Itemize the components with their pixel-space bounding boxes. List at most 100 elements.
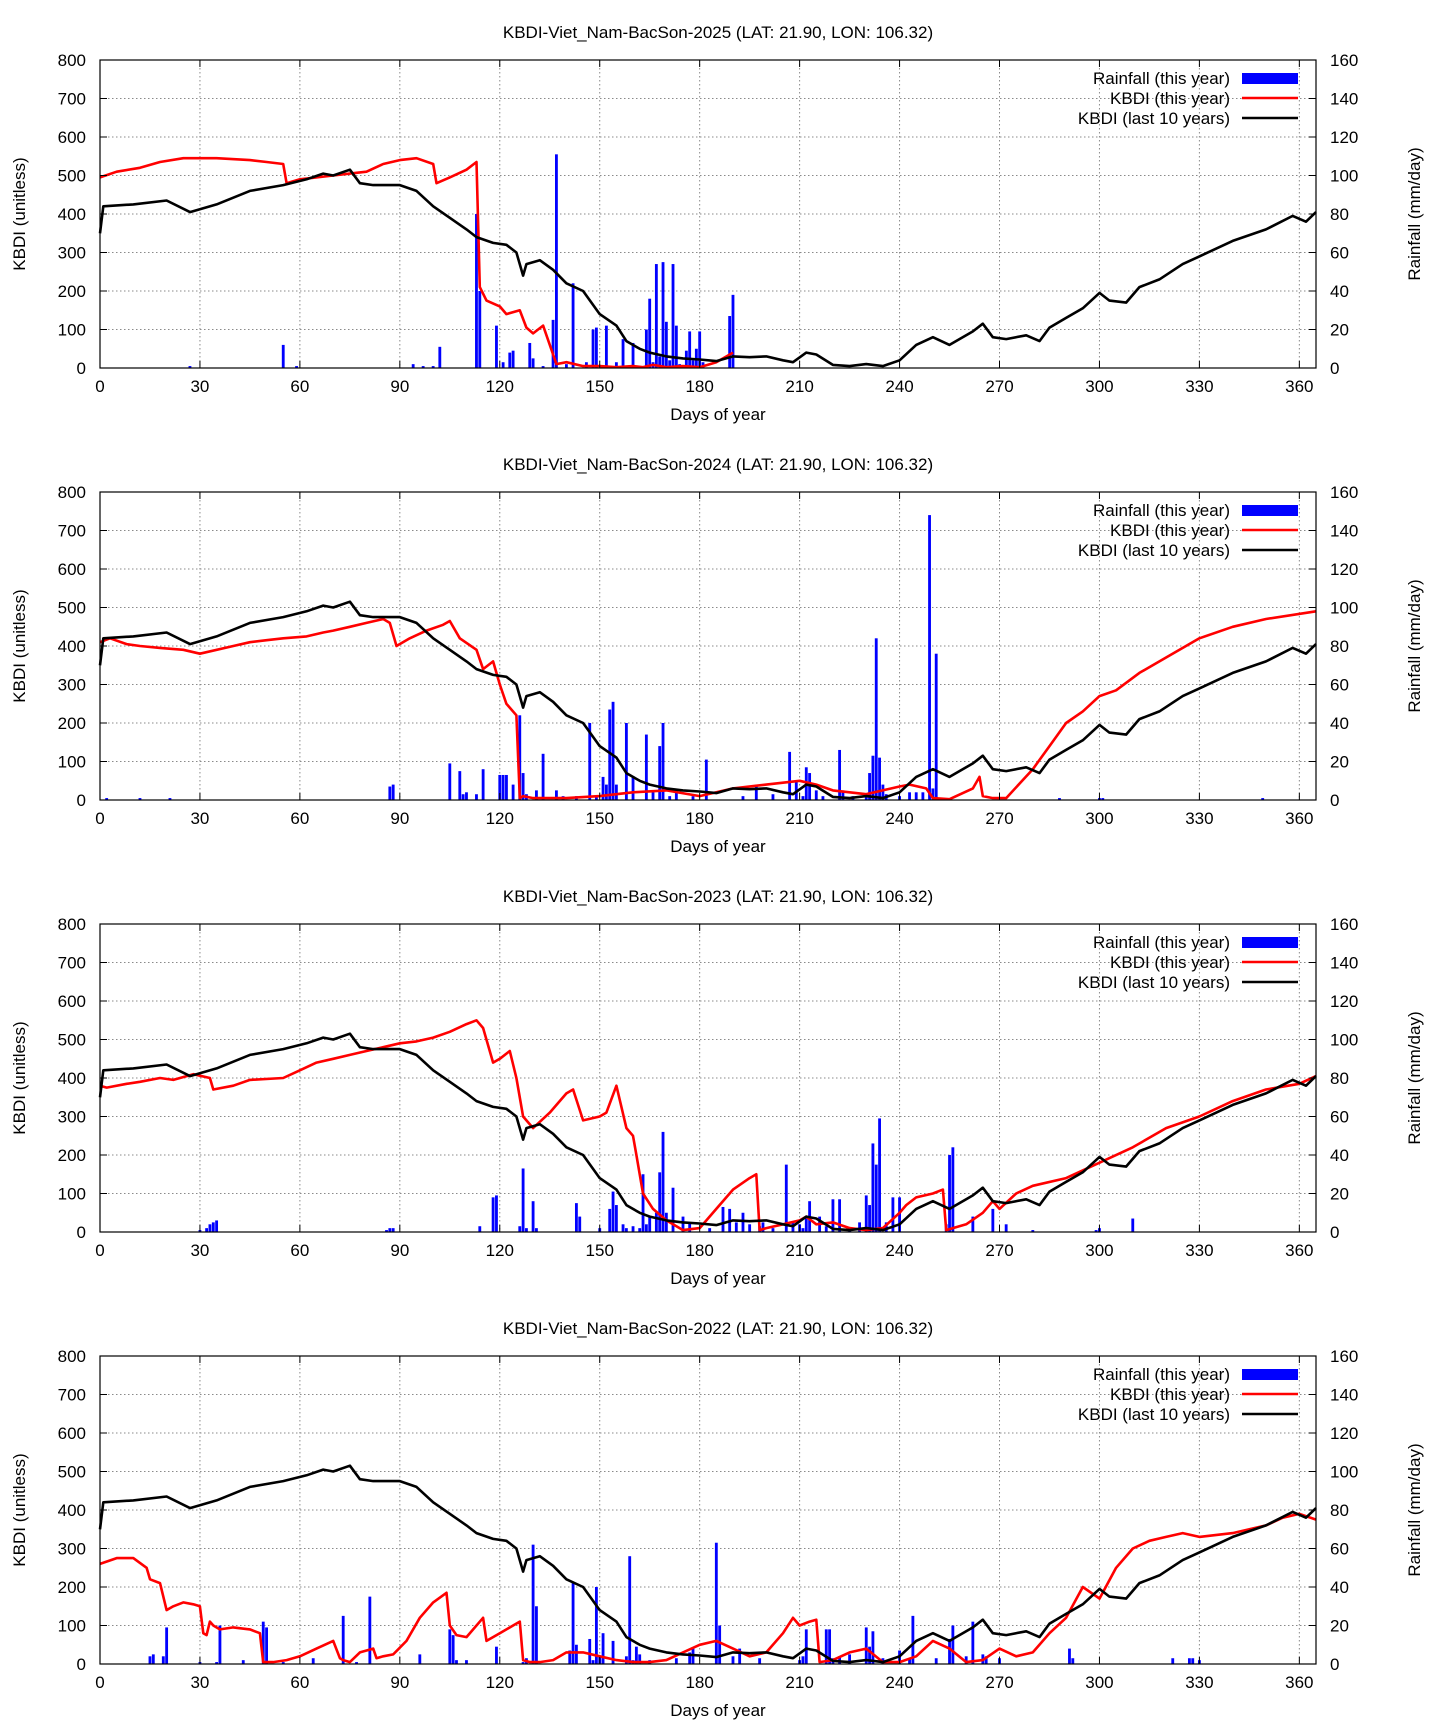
x-tick-label: 0 [95,1241,104,1260]
rainfall-bar [541,753,545,800]
rainfall-bar [138,798,142,800]
rainfall-bar [105,798,109,800]
rainfall-bar [1058,798,1061,800]
rainfall-bar [804,1629,808,1664]
y-tick-label: 300 [58,244,86,263]
y-tick-label: 100 [58,1617,86,1636]
x-tick-label: 270 [985,1241,1013,1260]
x-tick-label: 360 [1285,1673,1313,1692]
rainfall-bar [1031,1230,1035,1232]
rainfall-bar [688,1222,692,1232]
legend-label: KBDI (last 10 years) [1078,973,1230,992]
rainfall-bar [505,774,508,800]
rainfall-bar [588,1638,592,1664]
rainfall-bar [478,291,482,368]
rainfall-bar [531,1201,535,1232]
rainfall-bar [671,1187,675,1232]
rainfall-bar [824,1629,828,1664]
rainfall-bar [654,1212,658,1232]
legend-label: Rainfall (this year) [1093,933,1230,952]
rainfall-bar [281,1662,285,1664]
kbdi-this-year-line [99,1512,1317,1664]
rainfall-bar [368,1596,372,1664]
rainfall-bar [495,1195,498,1232]
x-tick-label: 240 [885,377,913,396]
chart-title: KBDI-Viet_Nam-BacSon-2022 (LAT: 21.90, L… [503,1319,933,1338]
rainfall-bar [151,1654,155,1664]
x-tick-label: 30 [190,809,209,828]
rainfall-bar [671,264,675,368]
x-axis-title: Days of year [670,405,766,424]
rainfall-bar [681,1216,685,1232]
rainfall-bar [864,1627,868,1664]
rainfall-bar [731,1656,735,1664]
rainfall-bar [801,1656,805,1664]
rainfall-bar [411,364,415,368]
rainfall-bar [521,1662,525,1664]
y2-tick-label: 20 [1330,1617,1349,1636]
rainfall-bar [438,346,442,368]
y2-tick-label: 0 [1330,1655,1339,1674]
y-tick-label: 600 [58,560,86,579]
rainfall-bar [551,319,555,368]
rainfall-bar [1191,1658,1195,1664]
x-tick-label: 270 [985,1673,1013,1692]
x-tick-label: 330 [1185,1241,1213,1260]
x-tick-label: 270 [985,377,1013,396]
rainfall-bar [628,1556,632,1664]
rainfall-bar [391,1228,395,1232]
y2-tick-label: 80 [1330,1069,1349,1088]
y-tick-label: 800 [58,1347,86,1366]
rainfall-bar [951,1147,955,1232]
x-tick-label: 300 [1085,377,1113,396]
rainfall-bar [614,1205,618,1232]
rainfall-bar [385,1230,388,1232]
kbdi-last-10-years-line [98,600,1317,800]
kbdi-last-10-years-line [98,1464,1317,1664]
x-tick-label: 90 [390,377,409,396]
y-axis-title: KBDI (unitless) [10,589,29,702]
rainfall-bar [535,1228,538,1232]
y-tick-label: 0 [77,359,86,378]
rainfall-bar [948,1155,951,1232]
kbdi-this-year-line [99,156,734,369]
rainfall-bar [521,1168,525,1232]
rainfall-bar [535,1606,538,1664]
legend-label: KBDI (last 10 years) [1078,541,1230,560]
rainfall-bar [601,1633,605,1664]
y2-axis-title: Rainfall (mm/day) [1405,147,1424,280]
rainfall-bar [931,788,935,800]
legend-label: Rainfall (this year) [1093,1365,1230,1384]
rainfall-bar [638,1654,642,1664]
y2-tick-label: 100 [1330,1463,1358,1482]
rainfall-bar [788,751,792,800]
x-tick-label: 330 [1185,1673,1213,1692]
rainfall-bar [518,1226,522,1232]
rainfall-bar [588,723,592,800]
rainfall-bar [871,1631,875,1664]
rainfall-bar [648,1216,652,1232]
rainfall-bar [804,1218,808,1232]
rainfall-bar [638,1228,642,1232]
y2-tick-label: 140 [1330,90,1358,109]
y2-tick-label: 140 [1330,522,1358,541]
x-tick-label: 180 [685,377,713,396]
rainfall-bar [691,360,695,368]
rainfall-bar [388,786,392,800]
rainfall-bar [208,1224,212,1232]
rainfall-bar [868,1205,871,1232]
rainfall-bar [661,1131,665,1232]
x-tick-label: 150 [586,377,614,396]
rainfall-bar [871,755,875,800]
rainfall-bar [908,1658,911,1664]
rainfall-bar [604,784,608,800]
x-tick-label: 120 [486,1241,514,1260]
y2-tick-label: 40 [1330,1578,1349,1597]
y2-tick-label: 20 [1330,321,1349,340]
y-tick-label: 600 [58,992,86,1011]
legend-label: KBDI (this year) [1110,953,1230,972]
x-tick-label: 0 [95,809,104,828]
y-tick-label: 800 [58,51,86,70]
rainfall-bar [731,294,735,368]
rainfall-bar [878,1118,881,1232]
